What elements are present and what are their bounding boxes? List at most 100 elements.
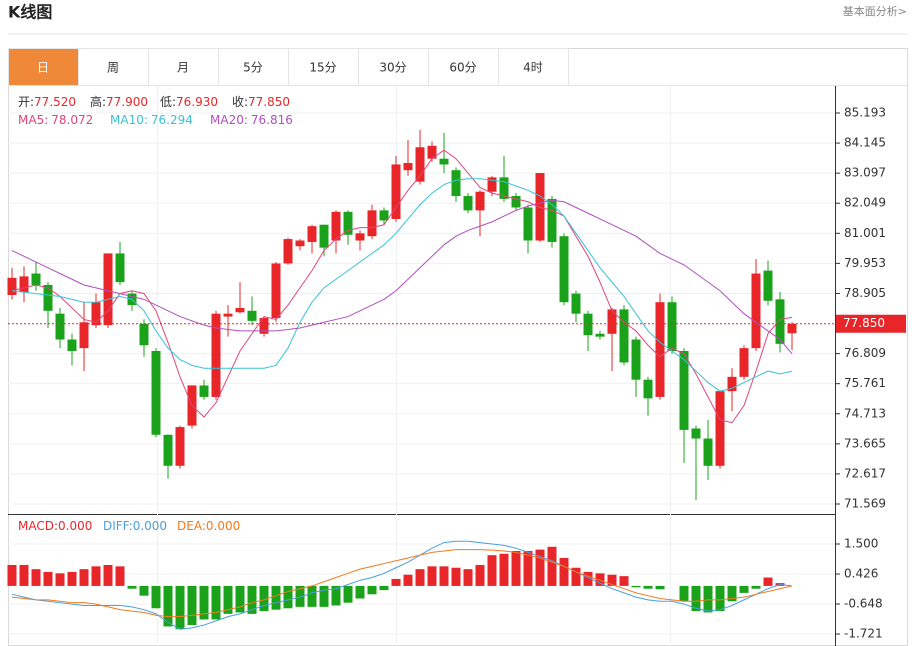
macd-bar xyxy=(7,564,17,586)
macd-bar xyxy=(571,567,581,586)
macd-bar xyxy=(427,566,437,586)
candle-body xyxy=(451,170,461,197)
candle-body xyxy=(739,348,749,377)
candle-body xyxy=(115,253,125,283)
macd-bar xyxy=(295,585,305,607)
candle-body xyxy=(499,177,509,199)
tab-label[interactable]: 4时 xyxy=(523,61,543,75)
ma-legend-value: 76.294 xyxy=(151,113,193,127)
candle-body xyxy=(31,273,41,285)
macd-line xyxy=(11,540,793,630)
candle-body xyxy=(655,302,665,397)
tab-label[interactable]: 5分 xyxy=(243,61,263,75)
ma-line xyxy=(11,149,793,424)
macd-legend-name: DEA: xyxy=(177,519,206,533)
macd-bar xyxy=(763,577,773,586)
macd-bar xyxy=(67,571,77,586)
ma-legend-value: 76.816 xyxy=(251,113,293,127)
tab-label[interactable]: 60分 xyxy=(449,61,476,75)
ohlc-legend-value: 77.900 xyxy=(106,95,148,109)
candle-body xyxy=(727,376,737,392)
macd-bar xyxy=(511,550,521,586)
tab-label[interactable]: 周 xyxy=(107,61,119,75)
last-price-box xyxy=(836,314,906,333)
ohlc-legend: 低:76.930 xyxy=(160,95,218,109)
macd-bar xyxy=(703,585,713,613)
macd-legend: DEA:0.000 xyxy=(177,519,240,533)
macd-bar xyxy=(595,573,605,586)
candle-body xyxy=(583,313,593,336)
candle-body xyxy=(223,313,233,317)
y-tick-label: 85.193 xyxy=(844,105,886,119)
y-tick-label: 72.617 xyxy=(844,466,886,480)
macd-bar xyxy=(79,569,89,586)
macd-bar xyxy=(607,574,617,586)
macd-bar xyxy=(259,585,269,612)
candle-body xyxy=(715,391,725,466)
tab[interactable] xyxy=(218,48,289,86)
candle-body xyxy=(55,313,65,340)
candle-body xyxy=(319,224,329,248)
candle-body xyxy=(19,276,29,293)
candle-body xyxy=(67,339,77,351)
candle-body xyxy=(775,299,785,344)
macd-bar xyxy=(343,585,353,603)
candle-body xyxy=(511,196,521,208)
candle-body xyxy=(103,253,113,326)
ohlc-legend-value: 76.930 xyxy=(176,95,218,109)
y-tick-label: 81.001 xyxy=(844,226,886,240)
macd-bar xyxy=(331,585,341,606)
tab[interactable] xyxy=(288,48,359,86)
tab-label[interactable]: 15分 xyxy=(309,61,336,75)
ma-line xyxy=(11,178,793,392)
fundamental-link[interactable]: 基本面分析> xyxy=(843,4,907,18)
tab[interactable] xyxy=(8,48,79,86)
candle-body xyxy=(163,434,173,466)
chart-frame xyxy=(8,48,908,646)
candle-body xyxy=(271,263,281,318)
candle-body xyxy=(763,270,773,301)
candle-body xyxy=(571,293,581,314)
macd-bar xyxy=(535,549,545,586)
ohlc-legend: 开:77.520 xyxy=(18,95,76,109)
macd-legend-value: 0.000 xyxy=(58,519,92,533)
macd-bar xyxy=(211,585,221,620)
tab-label[interactable]: 30分 xyxy=(379,61,406,75)
macd-bar xyxy=(139,585,149,596)
macd-bar xyxy=(307,585,317,607)
macd-bar xyxy=(43,571,53,586)
ohlc-legend-label: 收: xyxy=(232,95,248,109)
candle-body xyxy=(367,210,377,237)
macd-legend-name: MACD: xyxy=(18,519,58,533)
macd-bar xyxy=(739,585,749,593)
ma-legend: MA5: 78.072 xyxy=(18,113,93,127)
candle-body xyxy=(355,233,365,241)
ma-legend: MA20: 76.816 xyxy=(210,113,293,127)
tab-label[interactable]: 日 xyxy=(37,61,49,75)
macd-bar xyxy=(403,574,413,586)
ma-legend-name: MA10: xyxy=(110,113,148,127)
macd-legend-value: 0.000 xyxy=(206,519,240,533)
macd-bar xyxy=(247,585,257,614)
ma-legend: MA10: 76.294 xyxy=(110,113,193,127)
macd-bar xyxy=(163,585,173,627)
macd-bar xyxy=(439,566,449,586)
last-price-label: 77.850 xyxy=(843,316,885,330)
y-tick-label: 71.569 xyxy=(844,496,886,510)
tab[interactable] xyxy=(148,48,219,86)
y-tick-label: 73.665 xyxy=(844,436,886,450)
tab[interactable] xyxy=(78,48,149,86)
macd-bar xyxy=(475,564,485,586)
tab-label[interactable]: 月 xyxy=(177,61,189,75)
candle-body xyxy=(403,163,413,171)
tab[interactable] xyxy=(498,48,569,86)
macd-bar xyxy=(487,555,497,586)
macd-bar xyxy=(367,585,377,595)
candle-body xyxy=(247,310,257,321)
candle-body xyxy=(379,210,389,221)
candle-body xyxy=(43,284,53,311)
tab[interactable] xyxy=(358,48,429,86)
page-title: K线图 xyxy=(8,3,52,22)
macd-bar xyxy=(355,585,365,599)
